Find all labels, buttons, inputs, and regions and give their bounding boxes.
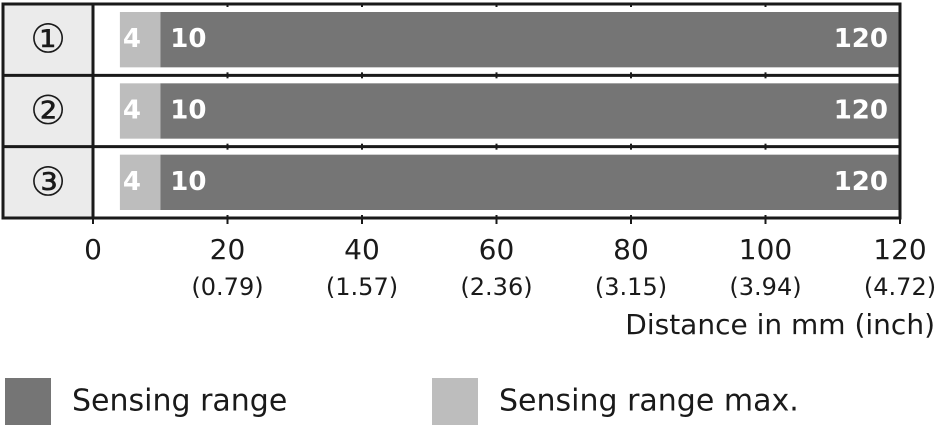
x-tick-inch-label: (1.57) [326,273,398,301]
x-tick-inch-label: (0.79) [191,273,263,301]
data-label: 120 [834,24,888,54]
x-tick-label: 100 [739,233,792,266]
x-tick-label: 120 [873,233,926,266]
x-tick-label: 0 [84,233,102,266]
data-label: 10 [170,167,206,197]
range-bar [160,83,900,139]
data-label: 10 [170,24,206,54]
x-tick-label: 60 [479,233,515,266]
x-tick-inch-label: (2.36) [460,273,532,301]
range-bar [119,83,161,139]
x-tick-label: 80 [613,233,649,266]
data-label: 10 [170,96,206,126]
legend-swatch [5,378,51,425]
data-label: 4 [123,24,141,54]
data-label: 4 [123,167,141,197]
data-label: 4 [123,96,141,126]
x-tick-inch-label: (3.15) [595,273,667,301]
x-tick-inch-label: (4.72) [864,273,936,301]
legend-label: Sensing range [72,384,287,419]
category-label: ③ [30,159,66,205]
range-bar [119,12,161,68]
x-tick-label: 20 [210,233,246,266]
range-bar [119,154,161,210]
legend-label: Sensing range max. [499,384,799,419]
data-label: 120 [834,96,888,126]
category-column [3,4,93,218]
category-label: ① [30,17,66,63]
range-bar [160,154,900,210]
x-tick-label: 40 [344,233,380,266]
range-bar [160,12,900,68]
frame [1,2,902,220]
x-tick-inch-label: (3.94) [729,273,801,301]
x-axis-label: Distance in mm (inch) [625,308,935,341]
legend-swatch [432,378,478,425]
data-label: 120 [834,167,888,197]
category-label: ② [30,88,66,134]
